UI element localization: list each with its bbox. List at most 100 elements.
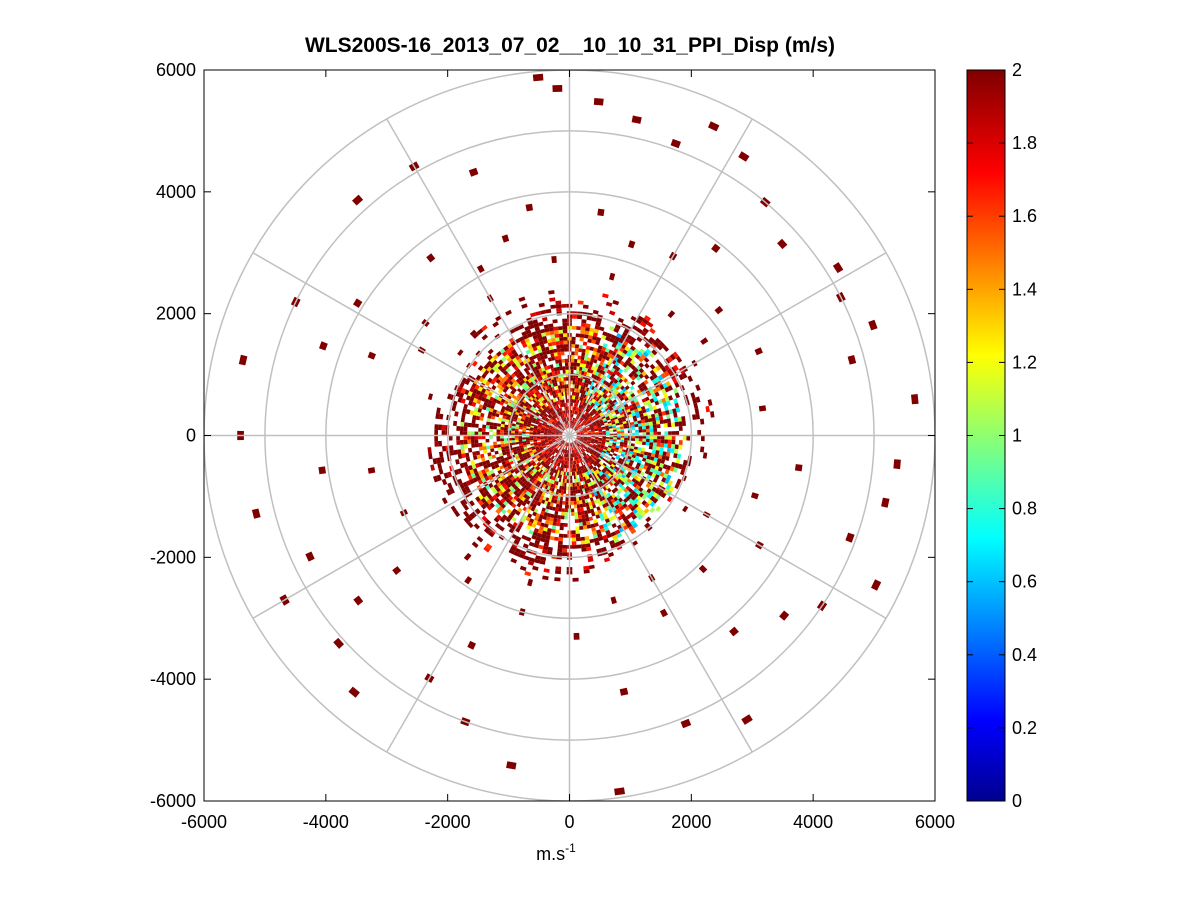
data-cell xyxy=(573,391,576,396)
data-cell xyxy=(511,425,516,429)
data-cell xyxy=(613,437,617,440)
data-cell xyxy=(533,338,539,343)
data-cell xyxy=(537,428,541,431)
data-cell xyxy=(639,413,644,418)
data-cell xyxy=(584,436,588,438)
data-cell xyxy=(590,413,595,417)
data-cell xyxy=(565,410,568,414)
data-cell xyxy=(528,450,533,454)
data-cell xyxy=(580,473,584,478)
data-cell xyxy=(596,348,602,354)
data-cell xyxy=(578,370,582,375)
data-cell xyxy=(607,552,615,558)
data-cell xyxy=(649,428,654,433)
data-cell xyxy=(588,461,592,466)
data-cell xyxy=(593,451,597,455)
data-cell xyxy=(619,421,624,425)
data-cell xyxy=(554,333,560,338)
data-cell xyxy=(533,397,538,402)
data-cell xyxy=(588,392,592,397)
data-cell xyxy=(545,449,549,453)
data-cell xyxy=(587,421,592,425)
data-cell xyxy=(607,383,612,388)
colorbar-tick-label: 0.2 xyxy=(1012,718,1037,738)
data-cell xyxy=(566,384,569,389)
data-cell xyxy=(574,449,577,453)
data-cell xyxy=(618,368,624,374)
data-cell xyxy=(589,538,595,544)
data-cell xyxy=(533,469,538,474)
data-cell xyxy=(508,458,513,463)
data-cell xyxy=(577,467,580,472)
data-cell xyxy=(460,387,466,394)
data-cell xyxy=(638,373,644,379)
data-cell xyxy=(591,354,596,359)
data-cell xyxy=(646,438,650,443)
data-cell xyxy=(536,436,541,439)
data-cell xyxy=(586,391,590,396)
data-cell xyxy=(660,439,665,444)
data-cell xyxy=(526,453,531,457)
colorbar-tick-label: 0.8 xyxy=(1012,499,1037,519)
data-cell xyxy=(539,560,546,565)
polar-grid xyxy=(204,70,935,801)
data-cell xyxy=(509,511,516,517)
data-cell xyxy=(621,407,627,412)
data-cell xyxy=(522,399,527,404)
data-cell xyxy=(565,421,567,426)
data-cell xyxy=(513,539,520,545)
data-cell xyxy=(576,431,580,434)
data-cell xyxy=(558,442,562,446)
data-cell xyxy=(533,430,537,433)
data-cell xyxy=(646,428,650,433)
data-cell xyxy=(517,417,522,421)
data-cell xyxy=(591,453,596,457)
data-cell xyxy=(651,349,658,356)
data-cell xyxy=(587,433,592,435)
data-cell xyxy=(591,433,596,435)
data-cell xyxy=(618,448,623,452)
data-cell xyxy=(566,449,568,454)
data-cell xyxy=(544,366,548,371)
data-cell xyxy=(447,471,453,478)
data-cell xyxy=(630,400,635,405)
data-cell xyxy=(673,398,678,404)
data-cell xyxy=(645,425,650,430)
data-cell xyxy=(638,367,645,374)
data-cell xyxy=(504,407,510,412)
data-cell xyxy=(604,390,609,395)
data-cell xyxy=(548,482,552,487)
data-cell xyxy=(571,325,577,330)
data-cell xyxy=(644,342,651,349)
data-cell xyxy=(578,412,582,417)
data-cell xyxy=(563,418,565,422)
data-cell xyxy=(538,544,544,550)
data-cell xyxy=(484,490,490,496)
data-cell xyxy=(868,319,878,331)
data-cell xyxy=(587,409,591,413)
data-cell xyxy=(551,371,556,376)
data-cell xyxy=(612,405,617,409)
data-cell xyxy=(493,517,500,523)
data-cell xyxy=(610,448,615,452)
data-cell xyxy=(643,508,650,514)
data-cell xyxy=(439,456,445,463)
data-cell xyxy=(618,497,624,503)
data-cell xyxy=(881,497,890,508)
data-cell xyxy=(549,458,553,463)
data-cell xyxy=(583,439,588,441)
data-cell xyxy=(442,445,447,452)
data-cell xyxy=(515,510,521,516)
data-cell xyxy=(622,394,628,400)
data-cell xyxy=(558,333,564,338)
data-cell xyxy=(635,429,639,433)
data-cell xyxy=(595,406,599,411)
data-cell xyxy=(580,397,584,402)
data-cell xyxy=(426,253,436,263)
data-cell xyxy=(549,330,555,335)
data-cell xyxy=(758,405,767,412)
data-cell xyxy=(496,426,501,430)
data-cell xyxy=(543,459,548,463)
data-cell xyxy=(478,442,483,447)
data-cell xyxy=(911,394,919,405)
